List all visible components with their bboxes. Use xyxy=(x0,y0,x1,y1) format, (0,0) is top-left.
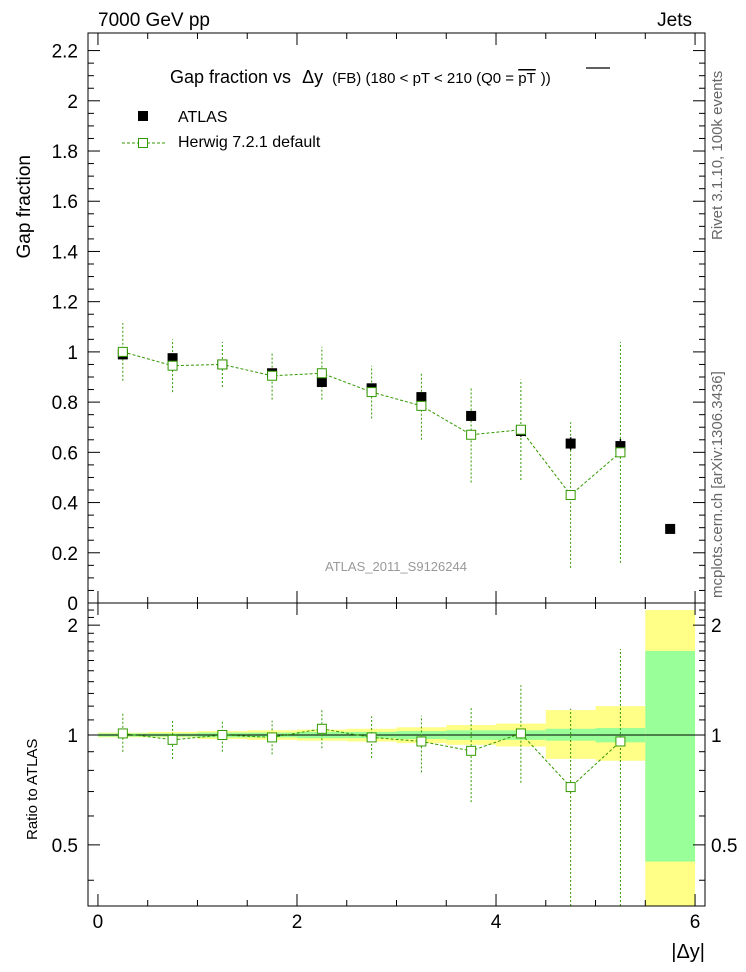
ratio-plot-panel: 0 2 4 6 0.5 0.5 1 1 2 2 Ratio to ATLAS |Δy| xyxy=(24,602,737,963)
atlas-point xyxy=(466,410,477,421)
x-tick-label: 4 xyxy=(491,912,502,933)
x-tick-label: 0 xyxy=(93,912,104,933)
main-plot-panel: ATLAS_2011_S9126244 0 0.2 0.4 0.6 0.8 1 1.2 1.4… xyxy=(14,32,706,615)
atlas-point xyxy=(416,392,427,403)
legend: ATLAS Herwig 7.2.1 default xyxy=(122,109,321,151)
legend-atlas-marker xyxy=(138,111,148,121)
x-tick-label: 2 xyxy=(292,912,303,933)
herwig-point xyxy=(217,359,228,370)
title-prefix: Gap fraction vs xyxy=(170,67,291,87)
herwig-point xyxy=(316,368,327,379)
ratio-point xyxy=(366,732,377,743)
header-energy: 7000 GeV pp xyxy=(98,10,210,31)
herwig-point xyxy=(615,447,626,458)
main-y-tick-label: 1.2 xyxy=(52,293,78,314)
ratio-y-tick-label: 1 xyxy=(67,726,78,747)
main-y-tick-label: 1.8 xyxy=(52,142,78,163)
header-process: Jets xyxy=(657,10,692,31)
main-y-tick-label: 0.2 xyxy=(52,544,78,565)
ratio-green-band xyxy=(645,650,696,862)
x-tick-label: 6 xyxy=(690,912,701,933)
main-y-axis-label: Gap fraction xyxy=(14,155,35,259)
ratio-point xyxy=(217,730,228,741)
herwig-point xyxy=(466,429,477,440)
main-y-tick-label: 0.4 xyxy=(52,494,79,515)
mcplots-label: mcplots.cern.ch [arXiv:1306.3436] xyxy=(709,371,726,598)
herwig-point xyxy=(117,346,128,357)
atlas-point xyxy=(167,353,178,364)
ratio-y-tick-label: 0.5 xyxy=(52,836,78,857)
ratio-point xyxy=(416,736,427,747)
title-rest: (FB) (180 < pT < 210 (Q0 = xyxy=(332,70,518,87)
ratio-point xyxy=(515,728,526,739)
analysis-watermark: ATLAS_2011_S9126244 xyxy=(325,559,467,574)
legend-atlas-label: ATLAS xyxy=(178,109,228,126)
title-variable: Δy xyxy=(302,67,323,87)
ratio-point xyxy=(167,734,178,745)
main-y-tick-label: 1 xyxy=(67,343,78,364)
main-y-tick-label: 1.4 xyxy=(52,242,79,263)
herwig-point xyxy=(565,490,576,501)
herwig-point xyxy=(267,370,278,381)
herwig-point xyxy=(366,387,377,398)
ratio-point xyxy=(565,782,576,793)
rivet-label: Rivet 3.1.10, 100k events xyxy=(709,71,726,240)
legend-herwig-marker xyxy=(138,138,148,148)
herwig-point xyxy=(416,400,427,411)
ratio-y-tick-label-right: 2 xyxy=(711,616,722,637)
ratio-point xyxy=(615,736,626,747)
main-y-tick-label: 2 xyxy=(67,92,78,113)
ratio-y-tick-label-right: 0.5 xyxy=(711,836,737,857)
ratio-y-tick-label: 2 xyxy=(67,616,78,637)
atlas-point xyxy=(615,441,626,452)
atlas-point xyxy=(565,438,576,449)
main-y-tick-label: 0 xyxy=(67,594,78,615)
ratio-point xyxy=(117,728,128,739)
ratio-y-tick-label-right: 1 xyxy=(711,726,722,747)
main-y-tick-label: 1.6 xyxy=(52,192,78,213)
main-y-tick-label: 0.8 xyxy=(52,393,78,414)
main-y-tick-label: 2.2 xyxy=(52,42,78,63)
herwig-point xyxy=(167,360,178,371)
plot-title: Gap fraction vs Δy (FB) (180 < pT < 210 … xyxy=(170,67,551,87)
x-axis-label: |Δy| xyxy=(671,941,705,963)
ratio-point xyxy=(316,723,327,734)
title-pt: pT xyxy=(518,70,536,87)
ratio-y-axis-label: Ratio to ATLAS xyxy=(24,739,41,840)
herwig-point xyxy=(515,424,526,435)
legend-herwig-label: Herwig 7.2.1 default xyxy=(178,134,321,151)
atlas-point xyxy=(316,377,327,388)
ratio-point xyxy=(267,732,278,743)
atlas-point xyxy=(665,523,676,534)
title-end: )) xyxy=(541,70,551,87)
main-y-tick-label: 0.6 xyxy=(52,443,78,464)
ratio-point xyxy=(466,745,477,756)
